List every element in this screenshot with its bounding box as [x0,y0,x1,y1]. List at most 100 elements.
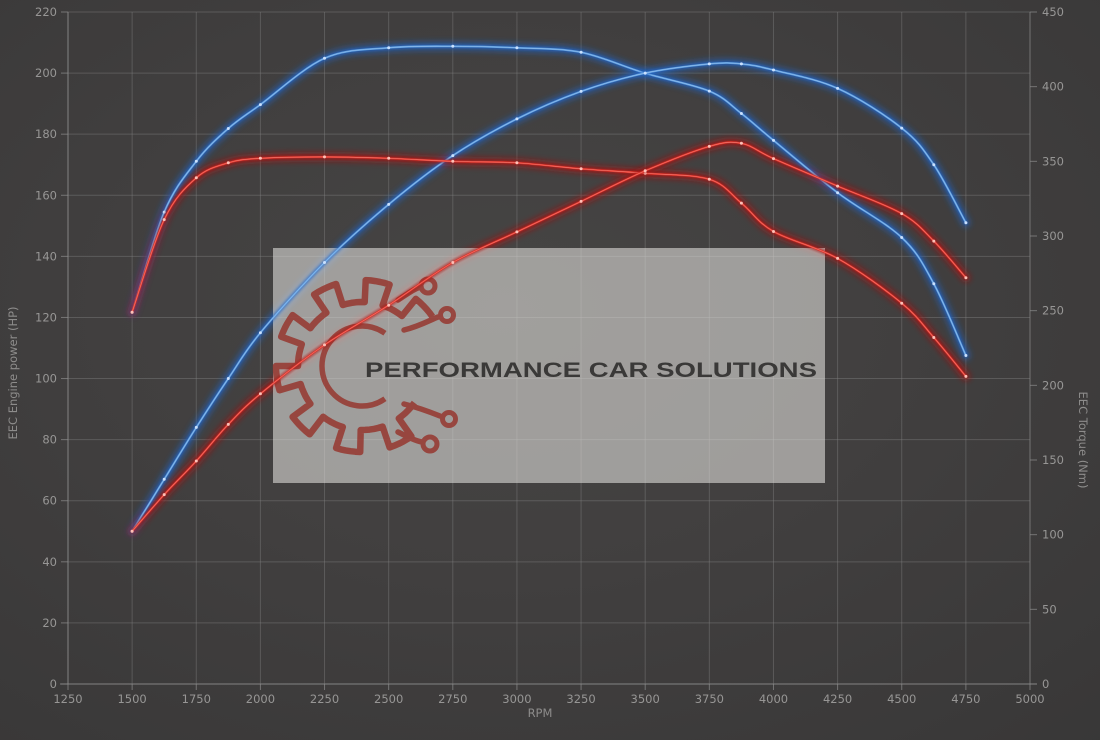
x-tick-label: 4000 [759,692,788,706]
x-axis-title: RPM [528,706,553,720]
curve-tuned-power-marker [226,377,230,380]
curve-original-power-marker [964,276,968,280]
y-right-tick-label: 200 [1042,378,1064,392]
gear-outline [272,276,436,456]
circuit-pad [420,434,440,454]
circuit-pad [440,410,458,428]
curve-original-power-marker [258,392,262,396]
curve-tuned-power-marker [836,86,840,90]
circuit-trace [401,314,441,333]
curve-original-torque-marker [772,230,775,233]
y-left-tick-label: 160 [35,188,57,202]
curve-tuned-power-marker [900,126,904,130]
curve-original-torque-marker [226,161,230,165]
y-right-tick-label: 0 [1042,677,1049,691]
curve-original-torque-marker [964,374,968,378]
curve-original-power-marker [772,157,775,161]
x-tick-label: 3000 [502,692,531,706]
curve-original-power-marker [226,422,230,426]
y-left-axis-title: EEC Engine power (HP) [6,306,20,439]
y-right-tick-label: 50 [1042,602,1057,616]
watermark: PERFORMANCE CAR SOLUTIONS [272,248,825,483]
x-tick-label: 1500 [117,692,146,706]
y-left-tick-label: 180 [35,127,57,141]
curve-tuned-power-marker [258,331,262,335]
curve-tuned-torque-marker [258,103,262,107]
x-tick-label: 3500 [631,692,660,706]
curve-tuned-power-marker [579,89,583,93]
curve-tuned-power-marker [772,68,775,72]
curve-tuned-torque-marker [579,50,583,54]
y-right-tick-label: 100 [1042,528,1064,542]
y-left-tick-label: 60 [42,494,57,508]
curve-tuned-power-marker [387,202,391,206]
curve-tuned-torque-marker [772,138,775,142]
y-right-tick-label: 350 [1042,154,1064,168]
curve-tuned-power-marker [451,154,455,158]
curve-original-power-marker [323,343,326,347]
curve-tuned-power-marker [194,425,198,429]
axes [60,11,1037,690]
curve-original-torque-marker [900,301,904,305]
curve-original-torque-marker [515,161,519,165]
curve-original-torque-marker [258,156,262,160]
curve-tuned-torque-marker [162,210,166,214]
curve-original-power-marker [515,230,519,234]
curve-original-power-marker [162,493,166,497]
curve-original-torque-marker [451,159,455,163]
x-tick-label: 1750 [182,692,211,706]
curve-original-power-marker [739,141,743,145]
curve-original-power-marker [643,169,647,173]
y-left-tick-label: 140 [35,249,57,263]
curve-tuned-torque-highlight [131,45,967,356]
x-tick-label: 2000 [246,692,275,706]
x-tick-label: 2750 [438,692,467,706]
curve-original-power-marker [932,239,936,243]
x-tick-label: 4500 [887,692,916,706]
curve-original-torque-marker [162,218,166,222]
x-tick-label: 3750 [695,692,724,706]
curve-original-torque-marker [932,336,936,339]
x-tick-label: 4250 [823,692,852,706]
curve-original-power-marker [900,212,904,216]
curve-tuned-power-marker [643,71,647,75]
curve-tuned-torque-marker [900,236,904,239]
curve-tuned-torque-marker [932,282,936,286]
curve-original-power-marker [194,459,198,463]
curve-original-torque-marker [323,155,326,159]
curve-original-power-marker [387,303,391,307]
curve-original-torque-marker [130,310,134,314]
y-right-axis-title: EEC Torque (Nm) [1076,392,1090,489]
curve-tuned-torque-marker [451,44,455,48]
y-left-tick-label: 220 [35,5,57,19]
x-tick-label: 5000 [1015,692,1044,706]
x-tick-label: 2250 [310,692,339,706]
y-right-tick-label: 150 [1042,453,1064,467]
gear-inner-arc [319,323,387,409]
curve-tuned-torque-marker [515,46,519,50]
curve-tuned-power-marker [515,117,519,121]
curve-tuned-torque-marker [964,354,968,357]
curve-tuned-power-marker [739,62,743,66]
y-left-tick-label: 100 [35,372,57,386]
curve-original-power-marker [451,261,455,264]
curve-original-torque-marker [194,176,198,180]
curve-original-power-marker [579,199,583,203]
y-left-tick-label: 200 [35,66,57,80]
circuit-trace [395,429,425,445]
watermark-text: PERFORMANCE CAR SOLUTIONS [365,359,817,382]
y-left-tick-label: 80 [42,433,57,447]
circuit-trace [401,401,443,419]
curve-tuned-torque-marker [226,127,230,130]
curve-tuned-power-marker [964,221,968,225]
y-right-tick-label: 450 [1042,5,1064,19]
curve-tuned-torque-marker [323,56,326,60]
dyno-curves [130,44,968,534]
curve-original-power-marker [707,144,711,148]
y-left-tick-label: 20 [42,616,57,630]
x-tick-label: 3250 [566,692,595,706]
y-right-tick-label: 400 [1042,80,1064,94]
axis-tick-labels: 1250 1500 1750 2000 2250 2500 2750 3000 3250 3500… [35,5,1064,706]
